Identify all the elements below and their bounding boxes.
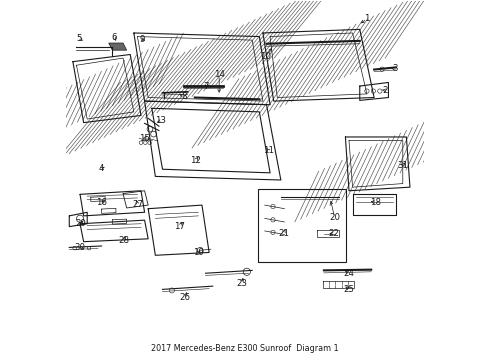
- Text: 22: 22: [328, 229, 340, 238]
- Text: 1: 1: [364, 14, 369, 23]
- Text: 7: 7: [203, 82, 208, 91]
- Text: 14: 14: [214, 71, 225, 80]
- Text: 17: 17: [174, 222, 185, 231]
- Text: 12: 12: [190, 157, 201, 166]
- FancyBboxPatch shape: [258, 189, 346, 262]
- Text: 21: 21: [278, 229, 289, 238]
- Text: 20: 20: [329, 213, 340, 222]
- Text: 5: 5: [76, 34, 82, 43]
- Text: 8: 8: [181, 92, 187, 101]
- Text: 30: 30: [74, 243, 86, 252]
- Text: 16: 16: [96, 198, 107, 207]
- Text: 28: 28: [119, 236, 130, 245]
- Text: 6: 6: [111, 33, 117, 42]
- Text: 25: 25: [343, 284, 354, 293]
- Text: 19: 19: [193, 248, 204, 257]
- Text: 23: 23: [236, 279, 247, 288]
- Polygon shape: [109, 43, 126, 50]
- Text: 29: 29: [75, 219, 86, 228]
- Text: 31: 31: [397, 161, 408, 170]
- Text: 27: 27: [132, 200, 143, 209]
- Text: 2: 2: [383, 86, 389, 95]
- Text: 26: 26: [180, 293, 191, 302]
- Text: 15: 15: [139, 134, 150, 143]
- Text: 13: 13: [155, 116, 166, 125]
- Text: 10: 10: [260, 52, 271, 61]
- Text: 9: 9: [139, 35, 145, 44]
- Text: 3: 3: [393, 64, 398, 73]
- Text: 4: 4: [99, 164, 104, 173]
- Text: 18: 18: [370, 198, 381, 207]
- Text: 2017 Mercedes-Benz E300 Sunroof  Diagram 1: 2017 Mercedes-Benz E300 Sunroof Diagram …: [151, 344, 339, 353]
- Text: 11: 11: [263, 146, 274, 155]
- Text: 24: 24: [343, 269, 354, 278]
